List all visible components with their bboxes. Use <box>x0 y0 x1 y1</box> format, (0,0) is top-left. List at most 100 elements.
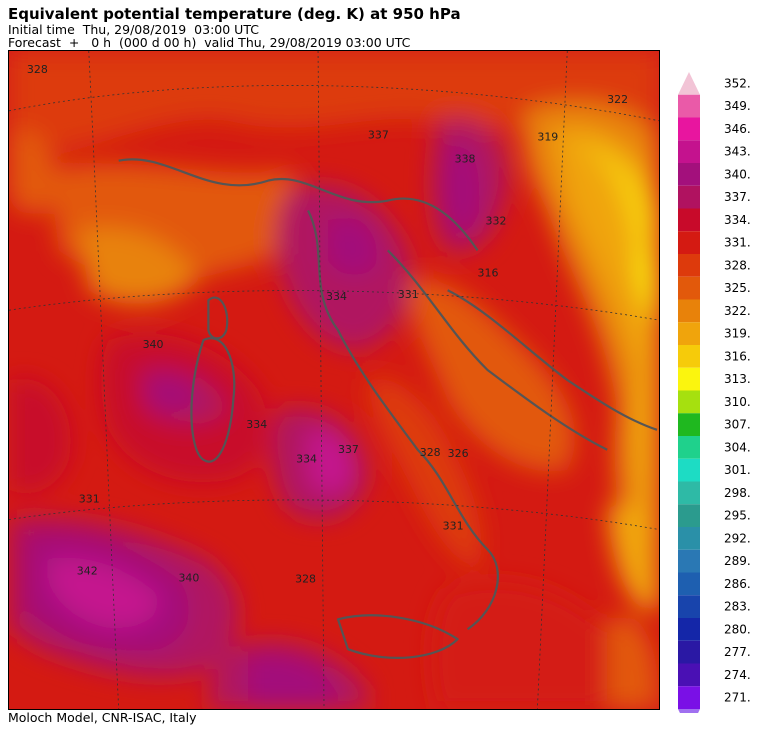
contour-label: 331 <box>79 493 100 506</box>
field-region <box>9 378 71 494</box>
field-region <box>48 558 160 628</box>
legend-label: 331. <box>724 236 751 250</box>
legend-label: 301. <box>724 463 751 477</box>
legend-swatch <box>678 413 700 436</box>
contour-label: 340 <box>178 571 199 584</box>
contour-label: 337 <box>338 443 359 456</box>
legend-label: 334. <box>724 213 751 227</box>
legend-swatch <box>678 254 700 277</box>
legend-label: 295. <box>724 509 751 523</box>
legend-swatch <box>678 231 700 254</box>
legend-label: 289. <box>724 554 751 568</box>
legend-label: 313. <box>724 372 751 386</box>
coastline-balkans <box>447 289 658 431</box>
field-region <box>607 502 659 611</box>
coastline-sardinia <box>190 337 236 463</box>
legend-swatch <box>678 322 700 345</box>
legend-label: 316. <box>724 349 751 363</box>
legend-label: 352. <box>724 76 751 90</box>
legend-swatch <box>678 481 700 505</box>
contour-label: 319 <box>537 131 558 144</box>
legend-swatch <box>678 367 700 391</box>
legend-swatch <box>678 117 700 141</box>
field-region <box>148 378 199 408</box>
contour-label: 342 <box>77 564 98 577</box>
legend-label: 304. <box>724 440 751 454</box>
legend-label: 298. <box>724 486 751 500</box>
contour-label: 337 <box>368 129 389 142</box>
theta-e-map: 328 322 319 337 338 332 316 331 334 340 342 328 334 3… <box>8 50 660 710</box>
legend-label: 283. <box>724 600 751 614</box>
field-region <box>9 51 659 153</box>
legend-swatch <box>678 299 700 323</box>
contour-label: 332 <box>486 214 507 227</box>
field-region <box>78 227 199 305</box>
legend-swatch <box>678 686 700 709</box>
field-region <box>446 140 479 233</box>
legend-label: 292. <box>724 531 751 545</box>
map-title: Equivalent potential temperature (deg. K… <box>8 5 461 23</box>
legend-swatch <box>678 709 700 713</box>
contour-label: 338 <box>455 153 476 166</box>
contour-label: 316 <box>478 266 499 279</box>
contour-label: 328 <box>27 63 48 76</box>
model-credit: Moloch Model, CNR-ISAC, Italy <box>8 710 197 725</box>
field-region <box>607 616 659 709</box>
legend-label: 310. <box>724 395 751 409</box>
legend-swatch <box>678 549 700 573</box>
field-region <box>308 429 353 495</box>
legend-swatch <box>678 572 700 596</box>
coastline-corsica <box>207 296 229 340</box>
forecast-valid-time: Forecast + 0 h (000 d 00 h) valid Thu, 2… <box>8 35 411 50</box>
legend-label: 346. <box>724 122 751 136</box>
legend-label: 274. <box>724 668 751 682</box>
legend-swatch <box>678 72 700 95</box>
legend-swatch <box>678 185 700 209</box>
contour-label: 331 <box>398 288 419 301</box>
legend-label: 337. <box>724 190 751 204</box>
legend-label: 328. <box>724 258 751 272</box>
coastline-alps <box>118 158 479 252</box>
legend-swatch <box>678 208 700 232</box>
contour-label: 322 <box>607 93 628 106</box>
legend-swatch <box>678 595 700 618</box>
legend-swatch <box>678 140 700 163</box>
coastline-sicily <box>336 614 459 659</box>
contour-label: 326 <box>448 447 469 460</box>
legend-swatch <box>678 163 700 186</box>
legend-swatch <box>678 94 700 118</box>
legend-swatch <box>678 390 700 414</box>
legend-swatch <box>678 345 700 368</box>
legend-label: 271. <box>724 691 751 705</box>
contour-label: 334 <box>246 418 267 431</box>
legend-label: 343. <box>724 145 751 159</box>
legend-swatch <box>678 663 700 687</box>
coastline-italy-west <box>307 210 499 631</box>
legend-swatch <box>678 618 700 641</box>
field-region <box>431 581 608 709</box>
color-legend: 352. 349. 346. 343. 340. 337. 334. 331. 328. 325.… <box>678 72 751 713</box>
legend-swatch <box>678 640 700 664</box>
legend-label: 307. <box>724 418 751 432</box>
legend-label: 286. <box>724 577 751 591</box>
legend-swatch <box>678 436 700 459</box>
contour-label: 334 <box>326 290 347 303</box>
contour-label: 334 <box>296 453 317 466</box>
contour-label: 328 <box>420 446 441 459</box>
contour-label: 328 <box>295 572 316 585</box>
legend-swatch <box>678 527 700 550</box>
field-region <box>637 250 659 321</box>
legend-swatch <box>678 276 700 300</box>
legend-label: 277. <box>724 645 751 659</box>
contour-label: 340 <box>143 338 164 351</box>
legend-label: 319. <box>724 327 751 341</box>
legend-label: 322. <box>724 304 751 318</box>
field-region <box>567 140 659 296</box>
legend-label: 280. <box>724 622 751 636</box>
field-region <box>367 378 482 570</box>
legend-swatch <box>678 458 700 482</box>
contour-label: 331 <box>443 520 464 533</box>
field-region <box>248 656 338 709</box>
field-region <box>328 217 378 276</box>
legend-label: 325. <box>724 281 751 295</box>
